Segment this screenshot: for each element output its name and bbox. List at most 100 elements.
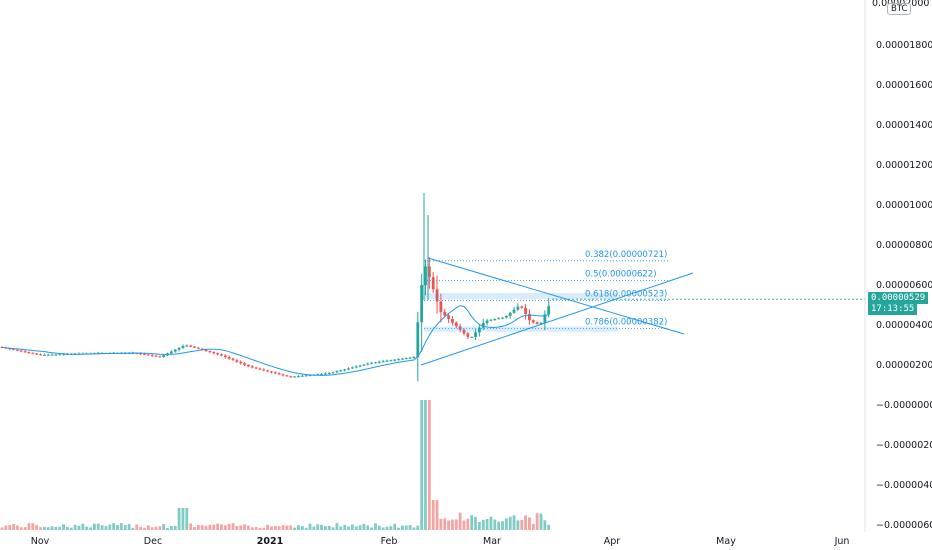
volume-bar <box>343 524 347 530</box>
volume-bar <box>370 527 373 530</box>
x-tick-label: 2021 <box>257 536 283 547</box>
volume-bar <box>474 516 477 530</box>
candle-body <box>62 354 65 356</box>
candle-body <box>247 364 250 367</box>
candle-body <box>358 365 362 367</box>
volume-bar <box>493 519 497 530</box>
drawings <box>420 257 865 366</box>
time-axis[interactable]: Nov Dec 2021 Feb Mar Apr May Jun <box>31 536 850 547</box>
candle-body <box>181 345 185 348</box>
candle-body <box>281 374 285 376</box>
x-tick-label: Dec <box>144 536 162 547</box>
volume-bar <box>173 525 177 530</box>
candle-body <box>366 363 370 365</box>
volume-bar <box>16 525 19 530</box>
volume-bar <box>93 523 96 530</box>
volume-bar <box>193 527 196 530</box>
volume-bar <box>181 508 185 530</box>
y-tick-label: −0.00000400 <box>876 480 932 491</box>
volume-bar <box>27 523 31 530</box>
volume-bar <box>504 518 508 530</box>
y-tick-label: 0.00001000 <box>876 200 932 211</box>
candle-body <box>462 329 466 334</box>
candle-body <box>531 320 535 323</box>
y-tick-label: −0.00000600 <box>876 520 932 531</box>
volume-bar <box>66 526 69 530</box>
volume-bar <box>297 525 300 530</box>
candle-body <box>193 346 196 348</box>
candle-body <box>189 345 193 347</box>
candle-body <box>528 313 531 321</box>
volume-bar <box>293 527 296 530</box>
volume-bar <box>58 526 62 530</box>
price-axis[interactable]: 0.000020000.000018000.000016000.00001400… <box>872 0 932 531</box>
moving-average-line <box>1 305 549 376</box>
volume-bar <box>12 524 15 530</box>
candle-body <box>397 359 400 361</box>
candle-body <box>23 351 27 353</box>
descending-trendline <box>427 257 685 335</box>
volume-bar <box>466 518 470 530</box>
candle-body <box>239 361 243 364</box>
candle-body <box>273 372 277 374</box>
fib-zone <box>424 293 618 299</box>
fib-zone <box>424 326 618 332</box>
volume-bar <box>54 526 58 530</box>
volume-bar <box>543 520 547 530</box>
candle-body <box>339 370 343 372</box>
candle-body <box>389 360 393 362</box>
candle-body <box>470 336 474 338</box>
volume-bar <box>401 525 404 530</box>
volume-bar <box>420 400 424 530</box>
volume-bar <box>77 525 81 530</box>
volume-bar <box>478 521 481 530</box>
volume-bar <box>123 525 127 530</box>
volume-bar <box>485 519 489 530</box>
volume-bar <box>4 525 8 530</box>
y-tick-label: 0.00000400 <box>876 320 932 331</box>
candle-body <box>208 351 212 353</box>
volume-bar <box>116 525 119 530</box>
candle-body <box>293 376 296 378</box>
volume-bar <box>443 518 447 530</box>
candle-body <box>254 367 258 369</box>
volume-bar <box>458 512 462 530</box>
volume-bar <box>250 527 254 530</box>
fib-level-label: 0.786(0.00000382) <box>585 318 667 328</box>
volume-bar <box>320 524 323 530</box>
y-tick-label: 0.00001600 <box>876 80 932 91</box>
volume-bar <box>454 519 458 530</box>
volume-bar <box>154 526 158 530</box>
volume-bar <box>424 400 427 530</box>
volume-bar <box>235 526 239 530</box>
volume-bar <box>131 527 135 530</box>
volume-bar <box>254 526 258 530</box>
volume-bar <box>143 527 146 530</box>
candle-body <box>327 373 331 375</box>
candle-body <box>42 354 46 356</box>
fib-level-label: 0.618(0.00000523) <box>585 289 667 299</box>
candle-body <box>520 306 524 308</box>
volume-bar <box>119 523 123 530</box>
candle-body <box>216 353 219 355</box>
volume-bar <box>135 524 139 530</box>
volume-bar <box>258 527 262 530</box>
volume-bar <box>358 525 362 530</box>
volume-bar <box>50 526 54 530</box>
candlesticks <box>0 193 551 382</box>
ascending-trendline <box>420 272 694 366</box>
volume-bar <box>73 524 77 530</box>
volume-bar <box>19 527 23 530</box>
candle-body <box>543 314 547 323</box>
candle-body <box>58 354 62 356</box>
y-tick-label: 0.00000200 <box>876 360 932 371</box>
candle-body <box>374 362 377 364</box>
volume-bar <box>393 523 397 530</box>
candle-body <box>343 369 347 371</box>
candle-body <box>243 363 246 365</box>
candle-body <box>547 306 551 315</box>
candle-body <box>539 322 543 324</box>
volume-bar <box>285 525 289 530</box>
volume-bar <box>146 525 150 530</box>
